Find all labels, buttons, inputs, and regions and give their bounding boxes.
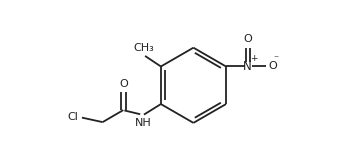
Text: Cl: Cl: [67, 112, 78, 122]
Text: O: O: [119, 79, 128, 89]
Text: N: N: [243, 60, 252, 73]
Text: CH₃: CH₃: [133, 43, 154, 53]
Text: O: O: [243, 34, 252, 44]
Text: ⁻: ⁻: [273, 54, 278, 64]
Text: O: O: [268, 61, 277, 71]
Text: NH: NH: [135, 118, 151, 128]
Text: +: +: [250, 54, 258, 63]
